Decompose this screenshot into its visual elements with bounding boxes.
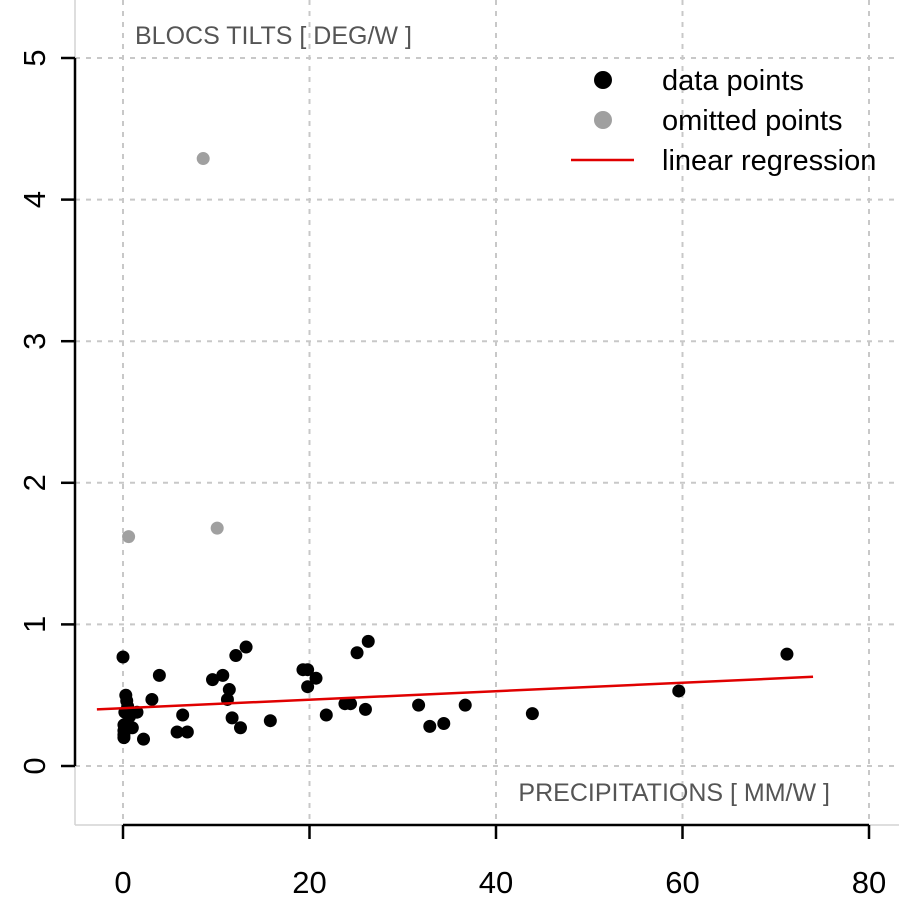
- regression-line: [96, 675, 814, 711]
- data-point: [344, 697, 358, 711]
- data-point: [170, 725, 184, 739]
- data-point: [672, 684, 686, 698]
- data-point: [145, 692, 159, 706]
- legend-label: linear regression: [662, 145, 876, 177]
- x-tick-label: 60: [665, 865, 699, 900]
- omitted-point: [210, 521, 224, 535]
- x-tick-label: 0: [114, 865, 131, 900]
- omitted-point: [122, 530, 136, 544]
- data-point: [206, 673, 220, 687]
- y-axis-label: BLOCS TILTS [ DEG/W ]: [135, 22, 412, 50]
- y-tick-label: 2: [17, 474, 52, 491]
- legend-key-marker: [594, 111, 612, 129]
- data-point: [358, 702, 372, 716]
- data-point: [233, 721, 247, 735]
- data-point: [137, 732, 151, 746]
- data-point: [121, 700, 135, 714]
- legend-label: omitted points: [662, 105, 843, 137]
- data-point: [180, 725, 194, 739]
- y-tick-label: 3: [17, 333, 52, 350]
- data-point: [780, 647, 794, 661]
- data-point: [437, 717, 451, 731]
- y-tick-label: 1: [17, 616, 52, 633]
- y-tick-label: 5: [17, 49, 52, 66]
- y-tick-label: 4: [17, 191, 52, 208]
- x-axis-label: PRECIPITATIONS [ MM/W ]: [518, 779, 830, 807]
- data-point: [239, 640, 253, 654]
- data-point: [222, 683, 236, 697]
- legend-label: data points: [662, 65, 804, 97]
- axes: 0 20 40 60 80 0 1 2 3 4 5: [17, 49, 886, 900]
- data-point: [309, 671, 323, 685]
- data-point: [525, 707, 539, 721]
- data-point: [130, 705, 144, 719]
- data-point: [423, 719, 437, 733]
- data-point: [458, 698, 472, 712]
- data-point: [225, 711, 239, 725]
- data-point: [125, 721, 139, 735]
- x-tick-label: 20: [292, 865, 326, 900]
- x-tick-label: 80: [852, 865, 886, 900]
- data-point: [117, 731, 131, 745]
- data-point: [361, 634, 375, 648]
- data-point: [263, 714, 277, 728]
- data-point: [176, 708, 190, 722]
- data-point: [229, 649, 243, 663]
- data-point: [412, 698, 426, 712]
- legend: data points omitted points linear regressi…: [571, 65, 876, 177]
- y-tick-label: 0: [17, 757, 52, 774]
- x-tick-label: 40: [479, 865, 513, 900]
- data-point: [152, 668, 166, 682]
- omitted-point: [196, 152, 210, 166]
- data-point: [350, 646, 364, 660]
- grid-lines: [75, 0, 899, 825]
- data-point: [301, 663, 315, 677]
- data-point: [216, 668, 230, 682]
- data-point: [319, 708, 333, 722]
- legend-key-marker: [594, 71, 612, 89]
- data-point: [301, 680, 315, 694]
- data-point: [116, 650, 130, 664]
- series-layer: [96, 152, 814, 746]
